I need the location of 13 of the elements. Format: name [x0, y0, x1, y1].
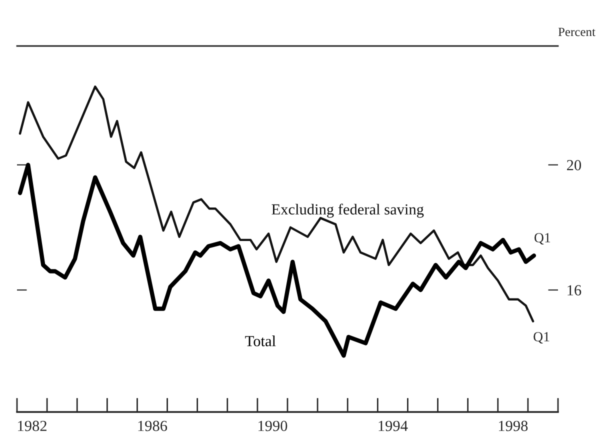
y-tick-label: 20 [567, 160, 582, 170]
annotation: Q1 [534, 332, 550, 344]
x-tick-label: 1982 [18, 420, 46, 432]
series-label: Excluding federal saving [272, 204, 424, 218]
series-label: Total [245, 336, 276, 346]
y-tick-label: 16 [568, 285, 582, 296]
y-axis-title: Percent [558, 28, 596, 36]
x-tick-label: 1994 [378, 420, 408, 432]
x-tick-label: 1998 [498, 420, 528, 432]
annotation: Q1 [534, 233, 550, 245]
line-series [18, 86, 534, 322]
x-tick-label: 1986 [138, 420, 168, 432]
x-tick-label: 1990 [258, 420, 288, 432]
